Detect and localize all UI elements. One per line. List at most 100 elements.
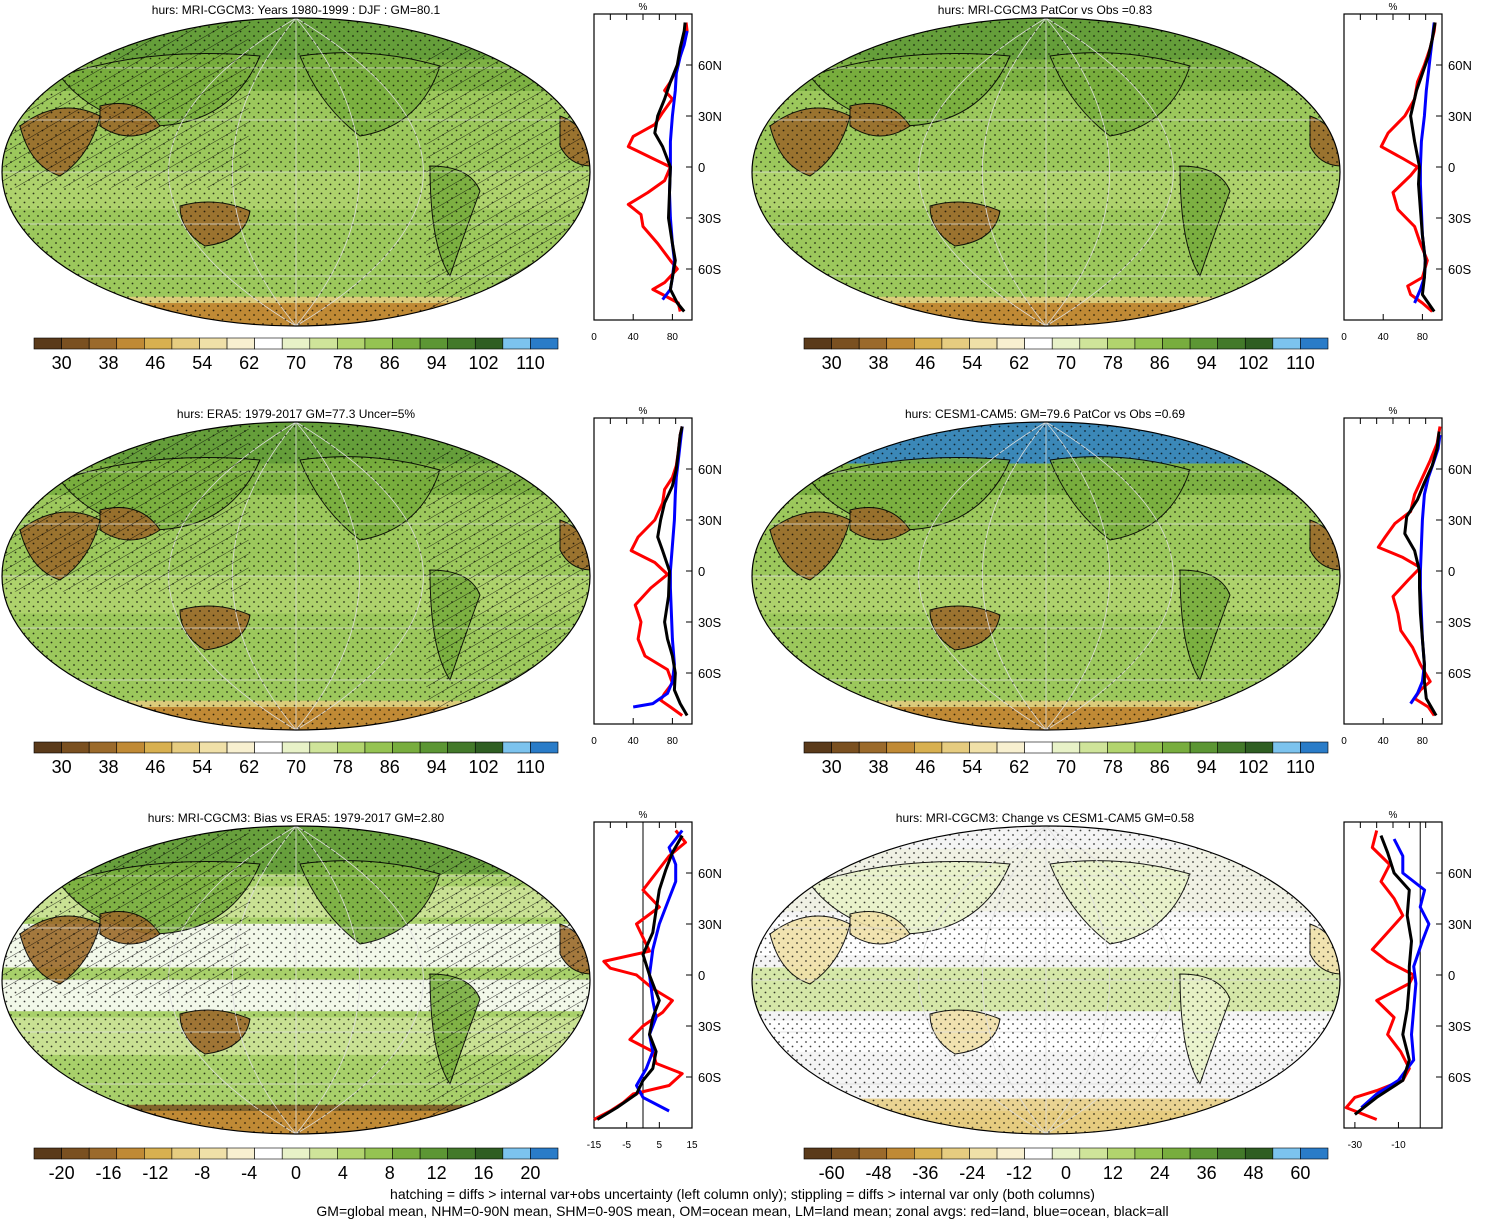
colorbar-swatch (281, 337, 311, 350)
colorbar-tick-label: 38 (868, 757, 888, 777)
colorbar-tick-label: 94 (1197, 353, 1217, 373)
colorbar-swatch (1217, 337, 1246, 350)
robinson-map (1, 825, 591, 1135)
x-tick-label: 0 (591, 332, 597, 343)
colorbar-swatch (392, 1147, 421, 1160)
colorbar-swatch (1051, 1147, 1081, 1160)
colorbar-tick-label: -16 (95, 1163, 121, 1183)
x-tick-label: 40 (628, 332, 640, 343)
robinson-map (751, 421, 1341, 731)
colorbar-tick-label: 46 (145, 353, 165, 373)
map-title: hurs: ERA5: 1979-2017 GM=77.3 Uncer=5% (176, 407, 416, 421)
colorbar-tick-label: 86 (380, 353, 400, 373)
colorbar-tick-label: 48 (1244, 1163, 1264, 1183)
robinson-map (751, 825, 1341, 1135)
colorbar-swatch (419, 741, 448, 754)
map-outline (1, 825, 591, 1135)
x-unit-label: % (1389, 810, 1398, 821)
colorbar-swatch (914, 1147, 943, 1160)
colorbar-swatch (33, 741, 62, 754)
colorbar-tick-label: 0 (291, 1163, 301, 1183)
colorbar-tick-label: 78 (333, 353, 353, 373)
colorbar-swatch (309, 741, 338, 754)
colorbar-tick-label: 38 (98, 757, 118, 777)
colorbar-tick-label: 94 (427, 757, 447, 777)
colorbar-swatch (1189, 1147, 1218, 1160)
zonal-mean-plot: % 0 40 80 60N 30N 0 30S 60S (591, 2, 722, 343)
colorbar-swatch (199, 1147, 228, 1160)
colorbar-swatch (88, 337, 118, 350)
colorbar-swatch (226, 1147, 255, 1160)
robinson-map (1, 421, 591, 731)
colorbar-swatch (1272, 741, 1301, 754)
colorbar-swatch (144, 337, 173, 350)
colorbar-swatch (1051, 337, 1081, 350)
colorbar-swatch (364, 741, 393, 754)
panel-5: hurs: MRI-CGCM3: Bias vs ERA5: 1979-2017… (0, 808, 742, 1188)
colorbar-swatch (419, 337, 448, 350)
colorbar-tick-label: 62 (239, 757, 259, 777)
colorbar-swatch (1189, 337, 1218, 350)
colorbar-tick-label: 102 (1239, 757, 1269, 777)
colorbar-swatch (1162, 741, 1191, 754)
colorbar-swatch (530, 337, 559, 350)
colorbar-swatch (502, 741, 531, 754)
colorbar-swatch (996, 337, 1025, 350)
colorbar-swatch (254, 1147, 283, 1160)
colorbar-swatch (941, 741, 970, 754)
series-line-all (656, 426, 689, 717)
colorbar-swatch (858, 1147, 888, 1160)
colorbar-tick-label: -24 (959, 1163, 985, 1183)
colorbar-tick-label: 38 (868, 353, 888, 373)
stippling (752, 18, 1340, 326)
colorbar-swatch (1079, 337, 1108, 350)
colorbar-tick-label: 30 (822, 757, 842, 777)
map-outline (1, 421, 591, 731)
y-tick-label: 30S (698, 211, 721, 226)
colorbar-tick-label: -8 (194, 1163, 210, 1183)
hatching (2, 18, 249, 188)
colorbar-swatch (337, 741, 366, 754)
colorbar-swatch (364, 337, 393, 350)
colorbar-tick-label: 46 (915, 757, 935, 777)
colorbar-tick-label: 30 (822, 353, 842, 373)
colorbar-swatch (1217, 1147, 1246, 1160)
colorbar-tick-label: 4 (338, 1163, 348, 1183)
colorbar-tick-label: 46 (145, 757, 165, 777)
robinson-map (751, 17, 1341, 327)
y-tick-label: 30N (1448, 513, 1472, 528)
colorbar-tick-label: 36 (1197, 1163, 1217, 1183)
map-title: hurs: MRI-CGCM3 PatCor vs Obs =0.83 (937, 3, 1153, 17)
colorbar-tick-label: -4 (241, 1163, 257, 1183)
panel-4: hurs: CESM1-CAM5: GM=79.6 PatCor vs Obs … (745, 404, 1485, 804)
y-tick-label: 60S (698, 666, 721, 681)
y-tick-label: 30S (1448, 211, 1471, 226)
y-tick-label: 30N (1448, 109, 1472, 124)
y-tick-label: 60S (1448, 666, 1471, 681)
colorbar-swatch (941, 1147, 970, 1160)
x-tick-label: 80 (1417, 332, 1429, 343)
x-tick-label: -30 (1348, 1140, 1363, 1151)
colorbar-tick-label: -20 (49, 1163, 75, 1183)
colorbar: -20 -16 -12 -8 -4 0 4 8 12 16 20 (33, 1147, 559, 1183)
colorbar-tick-label: 46 (915, 353, 935, 373)
series-line-land (593, 829, 687, 1121)
colorbar-swatch (1162, 1147, 1191, 1160)
colorbar-swatch (1024, 1147, 1053, 1160)
y-tick-label: 30S (1448, 615, 1471, 630)
footer-legend-line-1: hatching = diffs > internal var+obs unce… (390, 1186, 1095, 1202)
colorbar-tick-label: 110 (1286, 757, 1315, 777)
y-tick-label: 30N (698, 513, 722, 528)
colorbar-swatch (1107, 1147, 1136, 1160)
y-tick-label: 0 (698, 564, 705, 579)
series-line-all (1353, 835, 1413, 1116)
colorbar-tick-label: -12 (1006, 1163, 1032, 1183)
colorbar-tick-label: 62 (1009, 353, 1029, 373)
colorbar-swatch (502, 1147, 531, 1160)
colorbar-swatch (831, 741, 860, 754)
colorbar-tick-label: 86 (380, 757, 400, 777)
colorbar-swatch (1134, 1147, 1163, 1160)
x-unit-label: % (639, 2, 648, 13)
colorbar-swatch (392, 741, 421, 754)
colorbar-tick-label: 110 (516, 757, 545, 777)
